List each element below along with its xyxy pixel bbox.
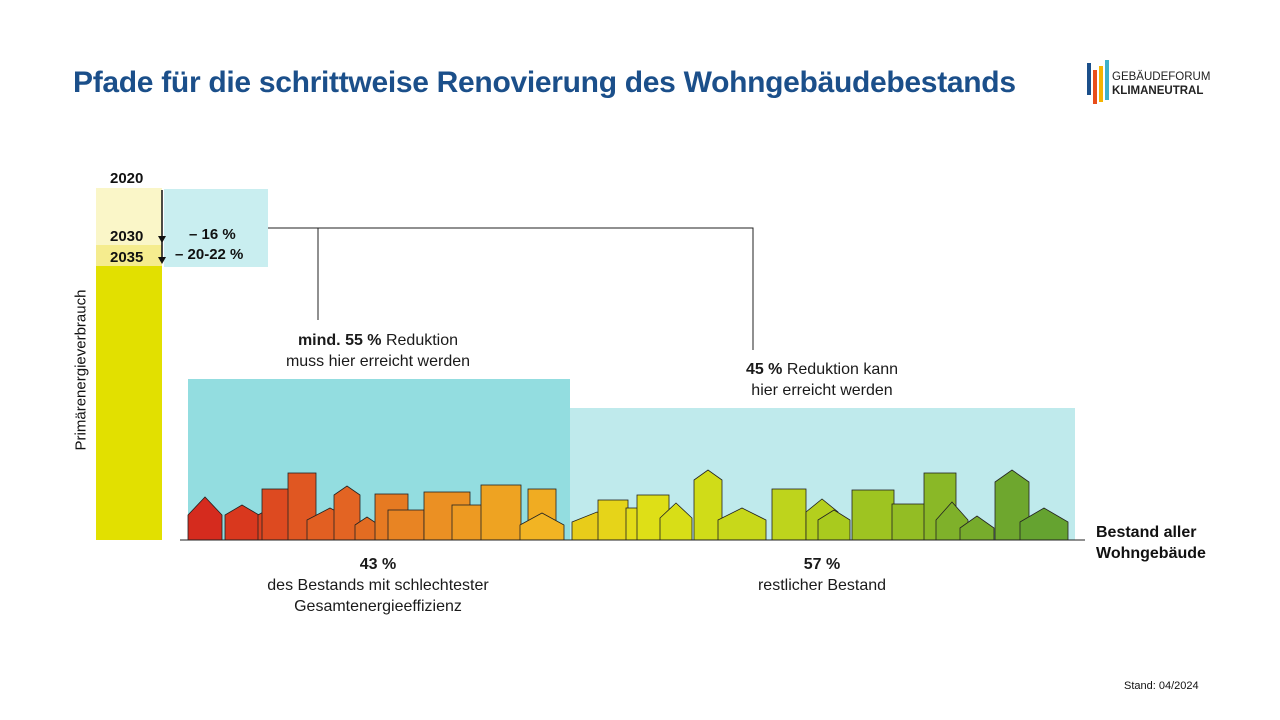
buildings-remaining-stock	[571, 469, 1069, 541]
y-axis-label: Primärenergieverbrauch	[72, 289, 90, 451]
connector-line	[268, 227, 754, 350]
x-axis-label-line2: Wohngebäude	[1096, 545, 1206, 562]
arrow-head-2035	[158, 257, 166, 264]
logo-text: GEBÄUDEFORUM KLIMANEUTRAL	[1112, 70, 1210, 98]
left-reduction-rest: Reduktion	[381, 332, 459, 349]
x-axis-label: Bestand aller Wohngebäude	[1096, 522, 1206, 564]
left-reduction-bold: mind. 55 %	[297, 332, 382, 349]
year-2035: 2035	[110, 249, 144, 266]
right-reduction-caption: 45 % Reduktion kann hier erreicht werden	[672, 359, 972, 401]
gebaeudeforum-logo	[1087, 60, 1109, 104]
right-reduction-line2: hier erreicht werden	[751, 382, 893, 399]
date-stamp: Stand: 04/2024	[1124, 680, 1199, 692]
left-share: 43 %	[359, 556, 397, 573]
right-reduction-bold: 45 %	[745, 361, 783, 378]
reduction-box	[164, 189, 268, 267]
arrow-head-2030	[158, 236, 166, 243]
year-2030: 2030	[110, 228, 144, 245]
left-share-caption: 43 % des Bestands mit schlechtester Gesa…	[228, 554, 528, 617]
x-axis-label-line1: Bestand aller	[1096, 524, 1197, 541]
year-2020: 2020	[110, 170, 144, 187]
reduction-2035: – 20-22 %	[175, 246, 244, 263]
right-share: 57 %	[803, 556, 841, 573]
bar-2035-segment	[96, 266, 162, 540]
logo-line2: KLIMANEUTRAL	[1112, 85, 1204, 97]
buildings-worst-stock	[187, 472, 565, 541]
left-share-line2: Gesamtenergieeffizienz	[294, 598, 462, 615]
right-reduction-rest: Reduktion kann	[782, 361, 899, 378]
right-share-line1: restlicher Bestand	[757, 577, 887, 594]
left-reduction-caption: mind. 55 % Reduktion muss hier erreicht …	[228, 330, 528, 372]
reduction-2030: – 16 %	[189, 226, 236, 243]
right-share-caption: 57 % restlicher Bestand	[672, 554, 972, 596]
left-reduction-line2: muss hier erreicht werden	[285, 353, 471, 370]
logo-line1: GEBÄUDEFORUM	[1112, 71, 1211, 83]
left-share-line1: des Bestands mit schlechtester	[267, 577, 489, 594]
page-title: Pfade für die schrittweise Renovierung d…	[73, 66, 1016, 99]
